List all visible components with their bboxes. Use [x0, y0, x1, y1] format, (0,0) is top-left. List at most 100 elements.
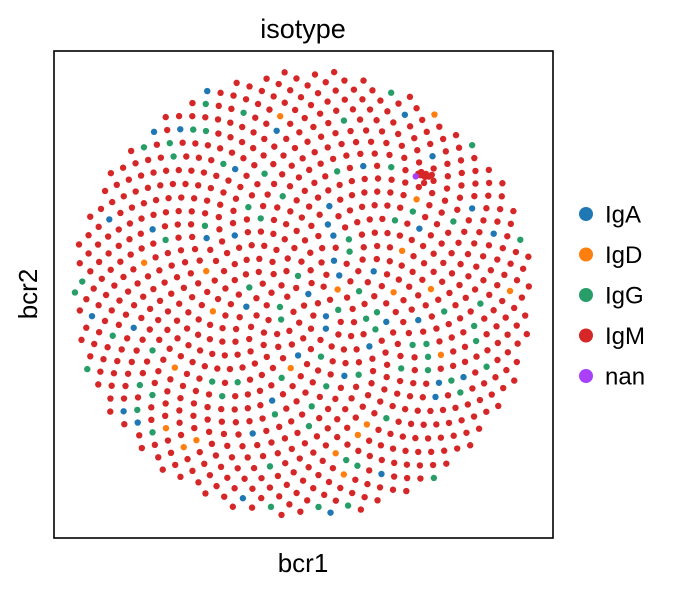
point-igm: [143, 358, 151, 365]
point-igm: [206, 335, 214, 343]
point-igm: [270, 160, 277, 168]
point-igm: [195, 182, 202, 189]
point-igm: [153, 141, 161, 148]
point-igm: [254, 100, 262, 108]
point-igm: [463, 429, 470, 436]
point-igm: [405, 329, 413, 337]
point-igm: [260, 341, 267, 349]
point-igm: [396, 377, 404, 385]
point-igm: [251, 360, 259, 367]
point-iga: [106, 216, 113, 223]
point-igm: [244, 454, 251, 461]
point-igm: [424, 435, 432, 442]
point-igm: [298, 214, 306, 221]
point-igm: [214, 295, 222, 303]
point-igm: [438, 278, 446, 285]
point-igm: [525, 283, 533, 290]
point-igm: [387, 189, 394, 196]
point-igm: [325, 119, 332, 127]
point-igm: [303, 497, 311, 504]
point-igm: [238, 138, 246, 146]
point-igm: [518, 294, 526, 301]
point-igm: [236, 314, 243, 321]
point-iga: [249, 430, 256, 437]
point-igm: [196, 257, 203, 264]
point-igm: [502, 314, 509, 321]
point-igg: [271, 411, 279, 418]
point-igm: [379, 215, 386, 223]
point-igd: [140, 259, 148, 266]
point-igm: [429, 461, 437, 469]
point-iga: [330, 257, 338, 264]
point-igm: [137, 230, 144, 237]
point-igm: [410, 379, 417, 387]
point-igm: [348, 395, 355, 402]
point-igm: [217, 89, 224, 97]
point-igm: [287, 208, 294, 215]
point-igd: [437, 351, 445, 359]
point-igm: [162, 167, 170, 174]
point-igm: [286, 501, 293, 508]
point-igm: [235, 431, 242, 438]
point-igm: [243, 172, 250, 179]
point-igm: [256, 255, 263, 263]
point-igm: [239, 364, 246, 371]
point-igm: [475, 425, 483, 432]
point-igm: [485, 192, 492, 199]
point-igm: [323, 271, 330, 278]
point-igm: [343, 260, 350, 267]
legend-label-igd: IgD: [605, 242, 642, 269]
point-igm: [438, 209, 445, 216]
point-igm: [132, 160, 139, 167]
point-igm: [456, 281, 463, 289]
point-igm: [325, 478, 333, 486]
point-igm: [270, 270, 277, 278]
point-igm: [161, 223, 169, 230]
point-igm: [401, 154, 408, 162]
point-igg: [190, 126, 197, 133]
point-igm: [332, 244, 339, 251]
point-igm: [519, 265, 527, 272]
point-igm: [471, 240, 478, 247]
point-igm: [444, 229, 452, 236]
point-igm: [274, 450, 281, 457]
point-igm: [279, 355, 287, 362]
point-igm: [512, 248, 520, 256]
point-igm: [227, 134, 234, 141]
point-igm: [352, 414, 359, 421]
point-igm: [208, 440, 216, 448]
point-igm: [282, 459, 289, 467]
point-igg: [340, 117, 348, 124]
point-igg: [424, 353, 432, 361]
point-igm: [286, 327, 293, 335]
point-igm: [162, 412, 169, 420]
point-igm: [250, 464, 258, 472]
point-iga: [231, 232, 238, 239]
point-igm: [270, 93, 277, 100]
point-igm: [360, 330, 367, 338]
point-igm: [504, 349, 512, 356]
point-igm: [352, 476, 359, 483]
point-igm: [329, 155, 337, 163]
point-igm: [465, 217, 472, 224]
point-igm: [246, 376, 254, 383]
point-igm: [95, 258, 103, 266]
point-igm: [448, 270, 456, 277]
point-igm: [198, 301, 206, 309]
point-igm: [374, 175, 382, 182]
point-igm: [259, 202, 267, 210]
point-igd: [431, 111, 438, 118]
point-igm: [394, 130, 402, 138]
point-igg: [423, 340, 430, 348]
point-igg: [162, 236, 169, 244]
point-iga: [383, 318, 390, 326]
point-igm: [514, 340, 521, 347]
point-igm: [435, 296, 442, 303]
point-igg: [305, 422, 313, 430]
point-igm: [290, 308, 297, 316]
point-igm: [450, 432, 457, 439]
point-igm: [138, 314, 145, 322]
point-igm: [328, 343, 335, 350]
point-igm: [420, 260, 428, 267]
point-igm: [234, 465, 241, 472]
